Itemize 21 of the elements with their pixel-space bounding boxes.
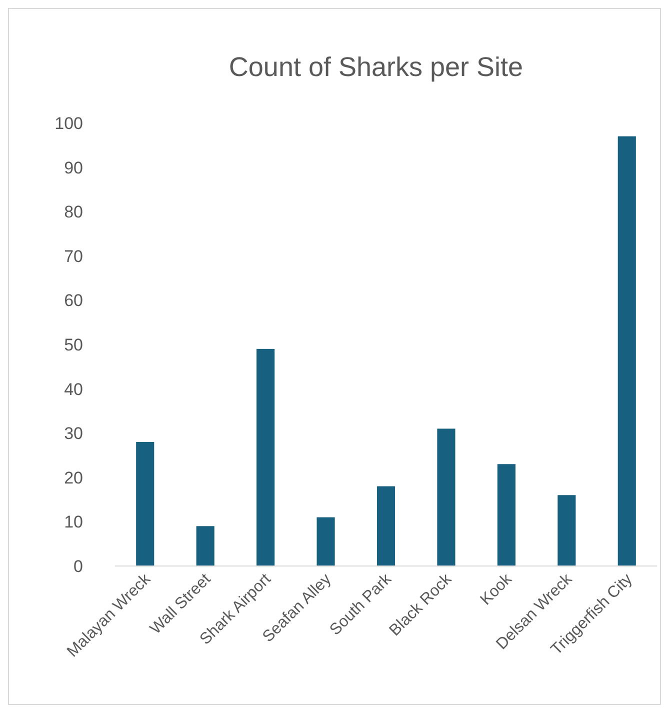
bar [196,526,214,566]
bar [497,464,516,566]
y-tick-label: 20 [64,468,83,488]
bar [376,486,396,566]
y-tick-label: 10 [64,512,83,532]
bar [136,442,154,566]
bar [437,428,456,566]
y-tick-label: 30 [64,424,83,444]
y-tick-label: 80 [64,202,83,222]
y-tick-label: 60 [64,291,83,310]
bar [558,495,576,566]
y-tick-label: 90 [64,158,83,178]
y-tick-label: 40 [64,380,83,399]
bar [316,517,335,566]
y-tick-label: 50 [64,335,83,354]
y-tick-label: 100 [54,114,83,133]
bar [618,136,636,566]
bar [256,348,275,566]
y-tick-label: 70 [64,246,83,266]
chart-title: Count of Sharks per Site [228,52,524,82]
y-tick-label: 0 [74,556,83,576]
